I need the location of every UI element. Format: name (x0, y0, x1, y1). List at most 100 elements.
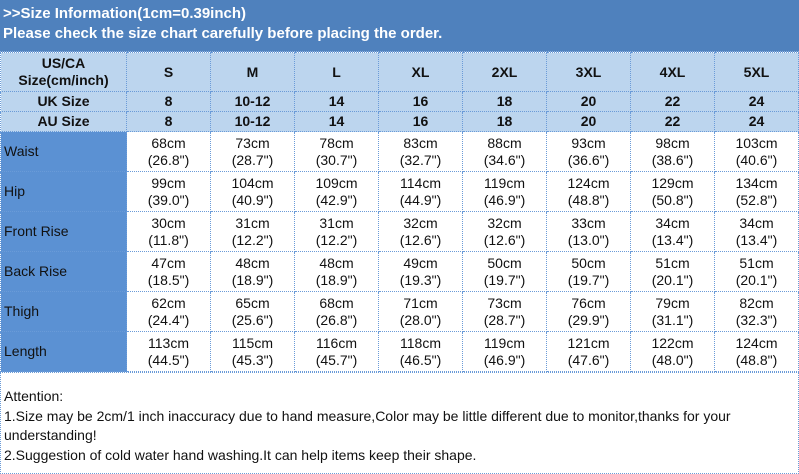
measurement-cell: 73cm (28.7") (210, 131, 295, 172)
measurement-cell: 114cm (44.9") (378, 171, 463, 212)
au-size-row-cell: 8 (126, 111, 211, 132)
measurement-cell: 30cm (11.8") (126, 211, 211, 252)
measurement-cell: 124cm (48.8") (546, 171, 631, 212)
measurement-cell: 79cm (31.1") (630, 291, 715, 332)
measurement-label: Thigh (0, 291, 127, 332)
inch-value: (47.6") (567, 351, 610, 368)
measurement-cell: 73cm (28.7") (462, 291, 547, 332)
cm-value: 122cm (651, 334, 694, 351)
cm-value: 49cm (403, 254, 438, 271)
measurement-label: Hip (0, 171, 127, 212)
uk-size-row-label: UK Size (0, 91, 127, 112)
measurement-row: Hip 99cm (39.0") 104cm (40.9") 109cm (42.9") 11… (0, 171, 799, 212)
cm-value: 121cm (567, 334, 610, 351)
au-size-row-cell: 22 (630, 111, 715, 132)
cm-value: 31cm (235, 214, 270, 231)
cm-value: 32cm (487, 214, 522, 231)
measurement-label: Back Rise (0, 251, 127, 292)
us-size-row-cell: M (210, 52, 295, 92)
cm-value: 30cm (151, 214, 186, 231)
measurement-cell: 50cm (19.7") (462, 251, 547, 292)
cm-value: 73cm (487, 294, 522, 311)
measurement-cell: 115cm (45.3") (210, 331, 295, 372)
cm-value: 50cm (487, 254, 522, 271)
measurement-cell: 32cm (12.6") (462, 211, 547, 252)
uk-size-row-cell: 10-12 (210, 91, 295, 112)
measurement-cell: 98cm (38.6") (630, 131, 715, 172)
inch-value: (31.1") (651, 311, 694, 328)
measurement-row: Back Rise 47cm (18.5") 48cm (18.9") 48cm (18.9… (0, 251, 799, 292)
measurement-cell: 99cm (39.0") (126, 171, 211, 212)
cm-value: 98cm (655, 134, 690, 151)
inch-value: (18.9") (315, 271, 358, 288)
measurement-cell: 65cm (25.6") (210, 291, 295, 332)
size-chart-table: US/CA Size(cm/inch) S M L XL 2XL 3XL 4XL 5XL UK S… (0, 52, 799, 372)
au-size-row-cell: 18 (462, 111, 547, 132)
uk-size-row-cell: 20 (546, 91, 631, 112)
cm-value: 50cm (571, 254, 606, 271)
inch-value: (19.7") (567, 271, 610, 288)
measurement-row: Front Rise 30cm (11.8") 31cm (12.2") 31cm (12.… (0, 211, 799, 252)
cm-value: 68cm (151, 134, 186, 151)
cm-value: 71cm (403, 294, 438, 311)
inch-value: (46.5") (399, 351, 442, 368)
us-size-row-cell: 3XL (546, 52, 631, 92)
inch-value: (19.7") (483, 271, 526, 288)
measurement-cell: 103cm (40.6") (714, 131, 799, 172)
measurement-cell: 129cm (50.8") (630, 171, 715, 212)
measurement-cell: 122cm (48.0") (630, 331, 715, 372)
measurement-cell: 50cm (19.7") (546, 251, 631, 292)
cm-value: 33cm (571, 214, 606, 231)
cm-value: 113cm (148, 334, 189, 351)
cm-value: 65cm (235, 294, 270, 311)
measurement-cell: 32cm (12.6") (378, 211, 463, 252)
inch-value: (52.8") (735, 191, 778, 208)
inch-value: (32.3") (735, 311, 778, 328)
inch-value: (26.8") (315, 311, 358, 328)
cm-value: 51cm (739, 254, 774, 271)
au-size-row-cell: 14 (294, 111, 379, 132)
attention-notes: Attention: 1.Size may be 2cm/1 inch inac… (0, 372, 799, 474)
size-info-title: >>Size Information(1cm=0.39inch) (3, 5, 246, 22)
measurement-cell: 88cm (34.6") (462, 131, 547, 172)
cm-value: 73cm (235, 134, 270, 151)
inch-value: (13.4") (651, 231, 694, 248)
measurement-label: Front Rise (0, 211, 127, 252)
cm-value: 124cm (567, 174, 610, 191)
cm-value: 83cm (403, 134, 438, 151)
inch-value: (28.7") (231, 151, 274, 168)
inch-value: (42.9") (315, 191, 358, 208)
inch-value: (28.7") (483, 311, 526, 328)
inch-value: (40.9") (231, 191, 274, 208)
attention-note-2: 2.Suggestion of cold water hand washing.… (4, 446, 477, 463)
cm-value: 109cm (315, 174, 358, 191)
uk-size-row-cell: 18 (462, 91, 547, 112)
cm-value: 99cm (151, 174, 186, 191)
size-info-banner: >>Size Information(1cm=0.39inch) Please … (0, 0, 799, 52)
cm-value: 119cm (484, 174, 525, 191)
measurement-cell: 51cm (20.1") (630, 251, 715, 292)
measurement-cell: 62cm (24.4") (126, 291, 211, 332)
measurement-cell: 121cm (47.6") (546, 331, 631, 372)
inch-value: (40.6") (735, 151, 778, 168)
measurement-row: Waist 68cm (26.8") 73cm (28.7") 78cm (30.7") 83… (0, 131, 799, 172)
inch-value: (29.9") (567, 311, 610, 328)
uk-size-row: UK Size 8 10-12 14 16 18 20 22 24 (0, 91, 799, 112)
measurement-cell: 83cm (32.7") (378, 131, 463, 172)
inch-value: (26.8") (147, 151, 190, 168)
measurement-label: Waist (0, 131, 127, 172)
measurement-cell: 109cm (42.9") (294, 171, 379, 212)
cm-value: 31cm (319, 214, 354, 231)
measurement-cell: 82cm (32.3") (714, 291, 799, 332)
cm-value: 62cm (151, 294, 186, 311)
inch-value: (30.7") (315, 151, 358, 168)
us-size-row: US/CA Size(cm/inch) S M L XL 2XL 3XL 4XL 5XL (0, 52, 799, 92)
uk-size-row-cell: 24 (714, 91, 799, 112)
measurement-cell: 124cm (48.8") (714, 331, 799, 372)
inch-value: (36.6") (567, 151, 610, 168)
inch-value: (39.0") (147, 191, 190, 208)
cm-value: 82cm (739, 294, 774, 311)
cm-value: 134cm (735, 174, 778, 191)
measurement-label: Length (0, 331, 127, 372)
inch-value: (45.3") (231, 351, 274, 368)
